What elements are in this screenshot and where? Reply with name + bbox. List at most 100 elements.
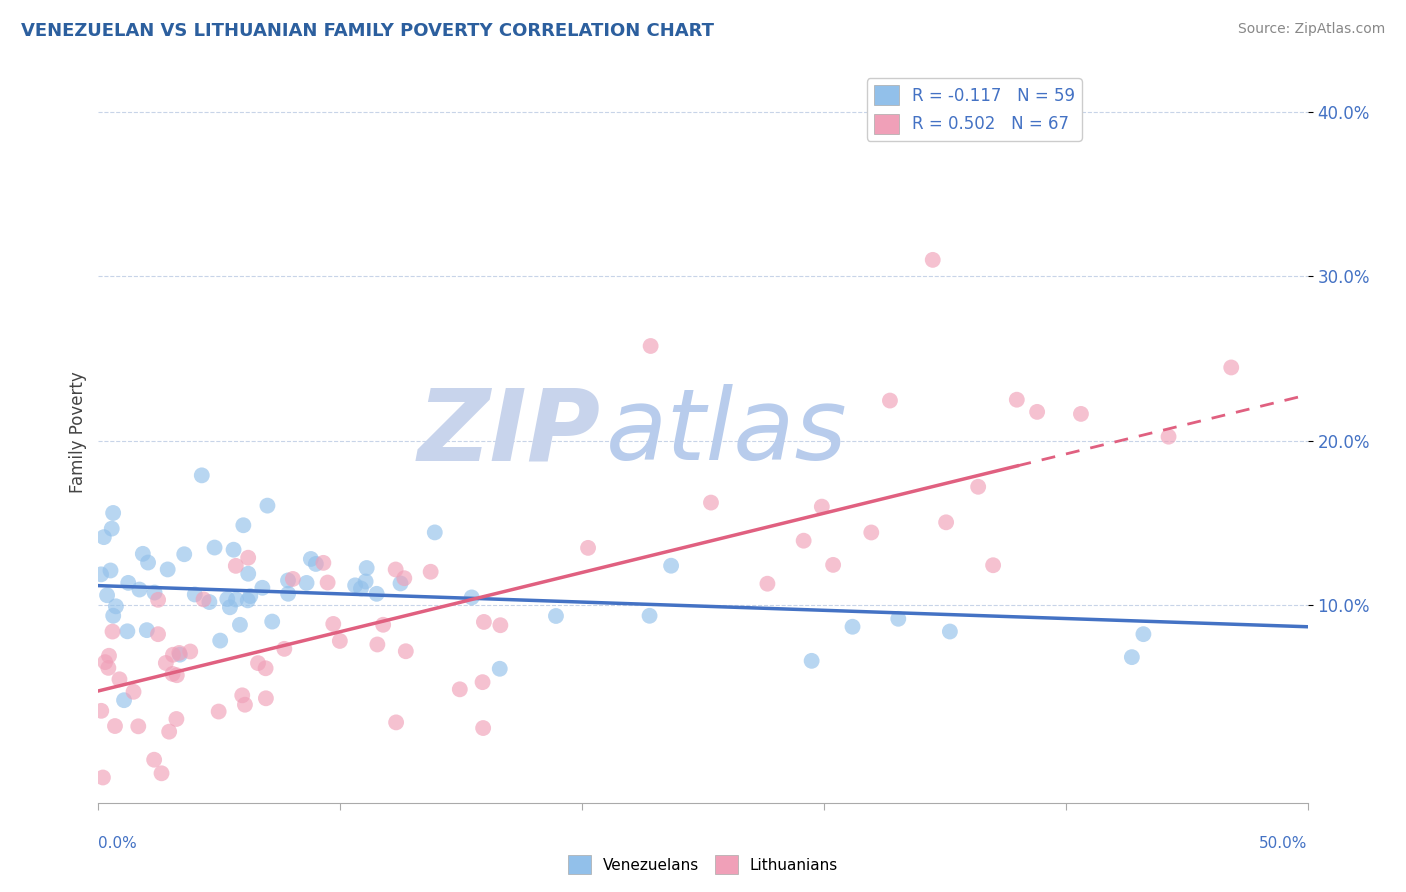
Point	[101, 506, 124, 520]
Point	[100, 522, 122, 536]
Point	[385, 715, 408, 730]
Point	[90, 567, 112, 582]
Point	[236, 593, 259, 607]
Point	[638, 608, 661, 623]
Point	[394, 571, 416, 585]
Point	[103, 608, 125, 623]
Point	[700, 495, 723, 509]
Text: 0.0%: 0.0%	[98, 836, 138, 851]
Point	[800, 654, 823, 668]
Legend: R = -0.117   N = 59, R = 0.502   N = 67: R = -0.117 N = 59, R = 0.502 N = 67	[868, 78, 1081, 141]
Point	[659, 558, 682, 573]
Point	[823, 558, 845, 572]
Point	[312, 556, 335, 570]
Point	[191, 468, 214, 483]
Point	[356, 561, 378, 575]
Text: ZIP: ZIP	[418, 384, 600, 481]
Point	[238, 550, 260, 565]
Point	[472, 615, 495, 629]
Point	[91, 771, 114, 785]
Point	[389, 576, 412, 591]
Point	[117, 575, 139, 590]
Point	[204, 541, 226, 555]
Point	[143, 585, 166, 599]
Point	[128, 582, 150, 597]
Point	[136, 556, 159, 570]
Point	[166, 668, 188, 682]
Point	[1121, 650, 1143, 665]
Point	[640, 339, 662, 353]
Point	[135, 623, 157, 637]
Point	[460, 591, 482, 605]
Point	[108, 673, 131, 687]
Point	[793, 533, 815, 548]
Point	[449, 682, 471, 697]
Point	[354, 574, 377, 589]
Point	[101, 624, 124, 639]
Point	[252, 581, 274, 595]
Point	[262, 615, 284, 629]
Point	[419, 565, 441, 579]
Text: atlas: atlas	[606, 384, 848, 481]
Point	[98, 648, 121, 663]
Point	[97, 661, 120, 675]
Point	[146, 627, 169, 641]
Point	[811, 500, 834, 514]
Point	[277, 574, 299, 588]
Point	[94, 655, 117, 669]
Point	[576, 541, 599, 555]
Point	[150, 766, 173, 780]
Point	[366, 587, 388, 601]
Point	[254, 691, 277, 706]
Point	[93, 530, 115, 544]
Point	[1220, 360, 1243, 375]
Point	[471, 675, 494, 690]
Point	[299, 552, 322, 566]
Point	[209, 633, 232, 648]
Point	[273, 641, 295, 656]
Point	[219, 600, 242, 615]
Point	[879, 393, 901, 408]
Point	[1132, 627, 1154, 641]
Text: Source: ZipAtlas.com: Source: ZipAtlas.com	[1237, 22, 1385, 37]
Point	[350, 582, 373, 596]
Point	[104, 719, 127, 733]
Point	[143, 753, 166, 767]
Point	[860, 525, 883, 540]
Point	[173, 547, 195, 561]
Point	[112, 693, 135, 707]
Point	[277, 587, 299, 601]
Point	[132, 547, 155, 561]
Point	[254, 661, 277, 675]
Point	[193, 592, 215, 607]
Point	[887, 612, 910, 626]
Point	[981, 558, 1004, 573]
Point	[967, 480, 990, 494]
Point	[231, 689, 253, 703]
Point	[104, 599, 127, 614]
Point	[939, 624, 962, 639]
Point	[165, 712, 187, 726]
Point	[489, 618, 512, 632]
Point	[329, 634, 352, 648]
Point	[423, 525, 446, 540]
Point	[756, 576, 779, 591]
Y-axis label: Family Poverty: Family Poverty	[69, 372, 87, 493]
Point	[184, 587, 207, 601]
Point	[117, 624, 139, 639]
Point	[208, 705, 231, 719]
Point	[155, 656, 177, 670]
Point	[544, 609, 567, 624]
Point	[96, 588, 118, 602]
Point	[225, 558, 247, 573]
Point	[217, 592, 239, 607]
Point	[122, 685, 145, 699]
Point	[179, 644, 201, 658]
Point	[384, 562, 406, 576]
Point	[322, 616, 344, 631]
Point	[90, 704, 112, 718]
Point	[232, 518, 254, 533]
Point	[162, 667, 184, 681]
Point	[247, 656, 270, 670]
Point	[167, 646, 190, 660]
